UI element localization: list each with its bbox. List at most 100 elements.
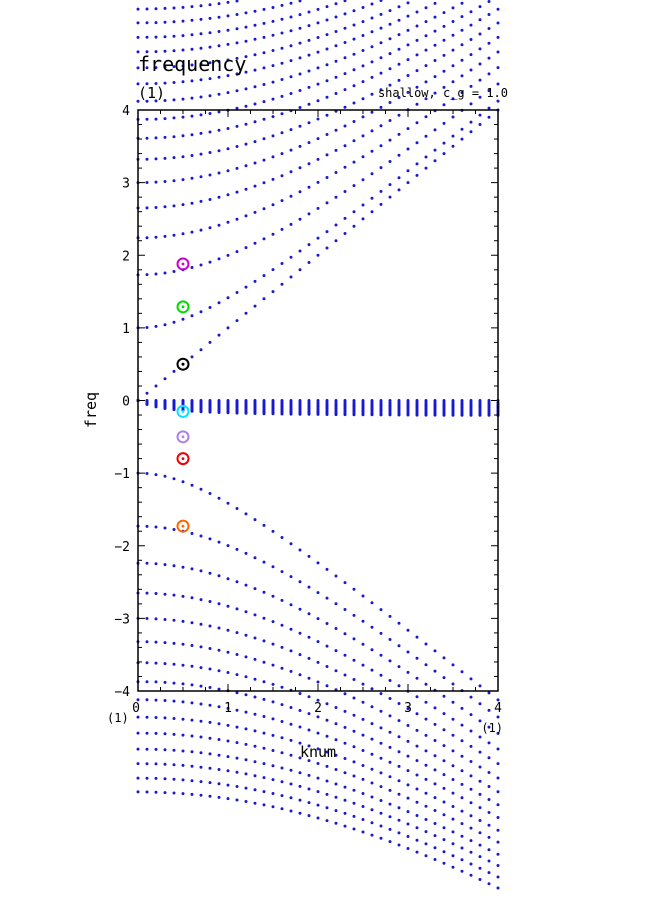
data-point (424, 804, 428, 808)
data-point (271, 80, 275, 84)
data-point (361, 203, 365, 207)
data-point (208, 492, 212, 495)
data-point (208, 736, 212, 740)
data-point (253, 68, 257, 72)
data-point (136, 715, 140, 719)
data-point (298, 13, 302, 17)
chart-title: frequency (138, 52, 246, 76)
data-point (289, 275, 293, 279)
data-point (154, 384, 158, 388)
data-point (208, 77, 212, 81)
data-point (289, 669, 293, 673)
data-point (424, 6, 428, 10)
data-point (136, 21, 140, 25)
data-point (406, 650, 410, 654)
data-point (190, 176, 194, 180)
data-point (199, 310, 203, 314)
data-point (262, 7, 266, 11)
data-point (172, 20, 176, 24)
data-point (298, 124, 302, 128)
data-point (298, 412, 302, 416)
data-point (388, 119, 392, 122)
highlighted-point (176, 430, 190, 444)
data-point (451, 830, 455, 834)
data-point (136, 50, 140, 54)
data-point (388, 788, 392, 792)
data-point (478, 878, 482, 881)
data-point (280, 199, 284, 203)
data-point (469, 787, 473, 791)
data-point (136, 731, 140, 735)
data-point (145, 561, 149, 565)
data-point (145, 776, 149, 780)
data-point (496, 886, 500, 890)
data-point (136, 762, 140, 766)
data-point (361, 642, 365, 646)
data-point (487, 413, 491, 417)
data-point (388, 679, 392, 682)
data-point (460, 706, 464, 710)
data-point (370, 705, 374, 709)
data-point (424, 166, 428, 170)
data-point (424, 155, 428, 159)
data-point (451, 33, 455, 37)
data-point (334, 59, 338, 63)
data-point (433, 128, 437, 132)
data-point (370, 668, 374, 672)
data-point (460, 796, 464, 800)
data-point (307, 412, 311, 416)
data-point (361, 700, 365, 704)
data-point (262, 762, 266, 766)
data-point (316, 790, 320, 794)
data-point (361, 80, 365, 84)
data-point (397, 831, 401, 835)
data-point (307, 10, 311, 14)
data-point (343, 741, 347, 745)
data-point (334, 574, 338, 578)
data-point (190, 683, 194, 687)
data-point (253, 788, 257, 792)
data-point (280, 131, 284, 135)
data-point (361, 764, 365, 767)
data-point (397, 132, 401, 136)
data-point (280, 282, 284, 286)
data-point (406, 181, 410, 185)
data-point (487, 756, 491, 760)
x-tick-label: 2 (314, 701, 322, 716)
data-point (316, 591, 320, 595)
data-point (316, 412, 320, 416)
data-point (253, 729, 257, 733)
data-point (316, 640, 320, 644)
data-point (379, 105, 383, 109)
data-point (487, 41, 491, 45)
data-point (334, 669, 338, 673)
data-point (271, 792, 275, 795)
data-point (451, 6, 455, 10)
data-point (226, 193, 230, 197)
data-point (262, 35, 266, 39)
data-point (280, 794, 284, 798)
data-point (253, 161, 257, 165)
data-point (343, 824, 347, 828)
data-point (298, 741, 302, 745)
data-point (163, 680, 167, 684)
data-point (172, 369, 176, 373)
data-point (190, 567, 194, 571)
data-point (154, 473, 158, 477)
data-point (469, 68, 473, 72)
data-point (352, 210, 356, 214)
data-point (226, 706, 230, 710)
data-point (361, 749, 365, 752)
data-point (271, 594, 275, 598)
data-point (199, 175, 203, 179)
data-point (397, 702, 401, 705)
data-point (406, 74, 410, 77)
data-point (199, 199, 203, 203)
data-point (199, 46, 203, 50)
data-point (271, 49, 275, 52)
data-point (406, 783, 410, 787)
data-point (442, 773, 446, 777)
data-point (217, 574, 221, 578)
data-point (415, 773, 419, 777)
data-point (379, 0, 383, 2)
